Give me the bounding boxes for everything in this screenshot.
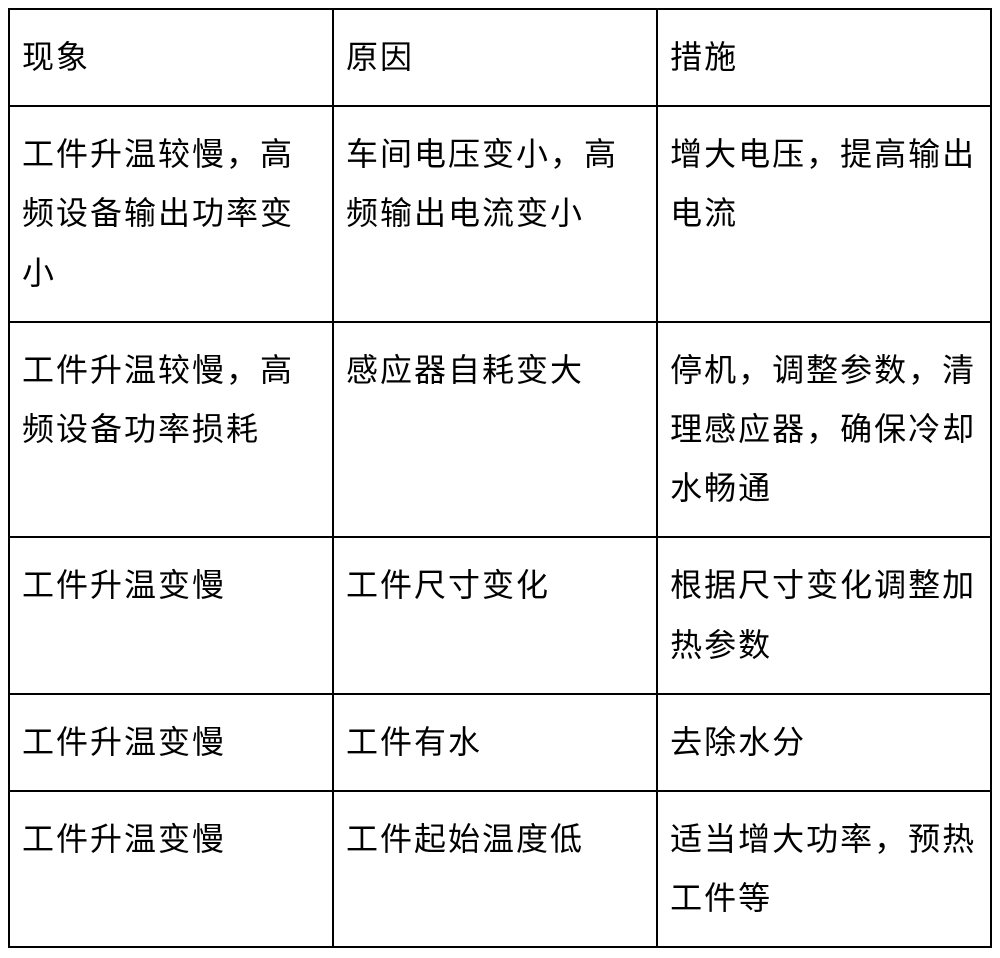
header-cell-measure: 措施 [657, 9, 991, 106]
cell-measure: 适当增大功率，预热工件等 [657, 791, 991, 947]
table-row: 工件升温较慢，高频设备输出功率变小 车间电压变小，高频输出电流变小 增大电压，提… [9, 106, 991, 322]
cell-reason: 工件起始温度低 [333, 791, 657, 947]
cell-phenomenon: 工件升温变慢 [9, 694, 333, 791]
cell-phenomenon: 工件升温较慢，高频设备功率损耗 [9, 322, 333, 538]
table-row: 工件升温变慢 工件有水 去除水分 [9, 694, 991, 791]
cell-reason: 工件尺寸变化 [333, 537, 657, 693]
cell-reason: 工件有水 [333, 694, 657, 791]
cell-phenomenon: 工件升温变慢 [9, 791, 333, 947]
troubleshooting-table: 现象 原因 措施 工件升温较慢，高频设备输出功率变小 车间电压变小，高频输出电流… [8, 8, 992, 948]
cell-phenomenon: 工件升温较慢，高频设备输出功率变小 [9, 106, 333, 322]
cell-reason: 车间电压变小，高频输出电流变小 [333, 106, 657, 322]
cell-measure: 停机，调整参数，清理感应器，确保冷却水畅通 [657, 322, 991, 538]
cell-measure: 去除水分 [657, 694, 991, 791]
cell-measure: 增大电压，提高输出电流 [657, 106, 991, 322]
cell-measure: 根据尺寸变化调整加热参数 [657, 537, 991, 693]
cell-phenomenon: 工件升温变慢 [9, 537, 333, 693]
table-body: 现象 原因 措施 工件升温较慢，高频设备输出功率变小 车间电压变小，高频输出电流… [9, 9, 991, 947]
table-row: 工件升温变慢 工件尺寸变化 根据尺寸变化调整加热参数 [9, 537, 991, 693]
cell-reason: 感应器自耗变大 [333, 322, 657, 538]
table-row: 工件升温变慢 工件起始温度低 适当增大功率，预热工件等 [9, 791, 991, 947]
table-row: 工件升温较慢，高频设备功率损耗 感应器自耗变大 停机，调整参数，清理感应器，确保… [9, 322, 991, 538]
table-header-row: 现象 原因 措施 [9, 9, 991, 106]
header-cell-phenomenon: 现象 [9, 9, 333, 106]
header-cell-reason: 原因 [333, 9, 657, 106]
